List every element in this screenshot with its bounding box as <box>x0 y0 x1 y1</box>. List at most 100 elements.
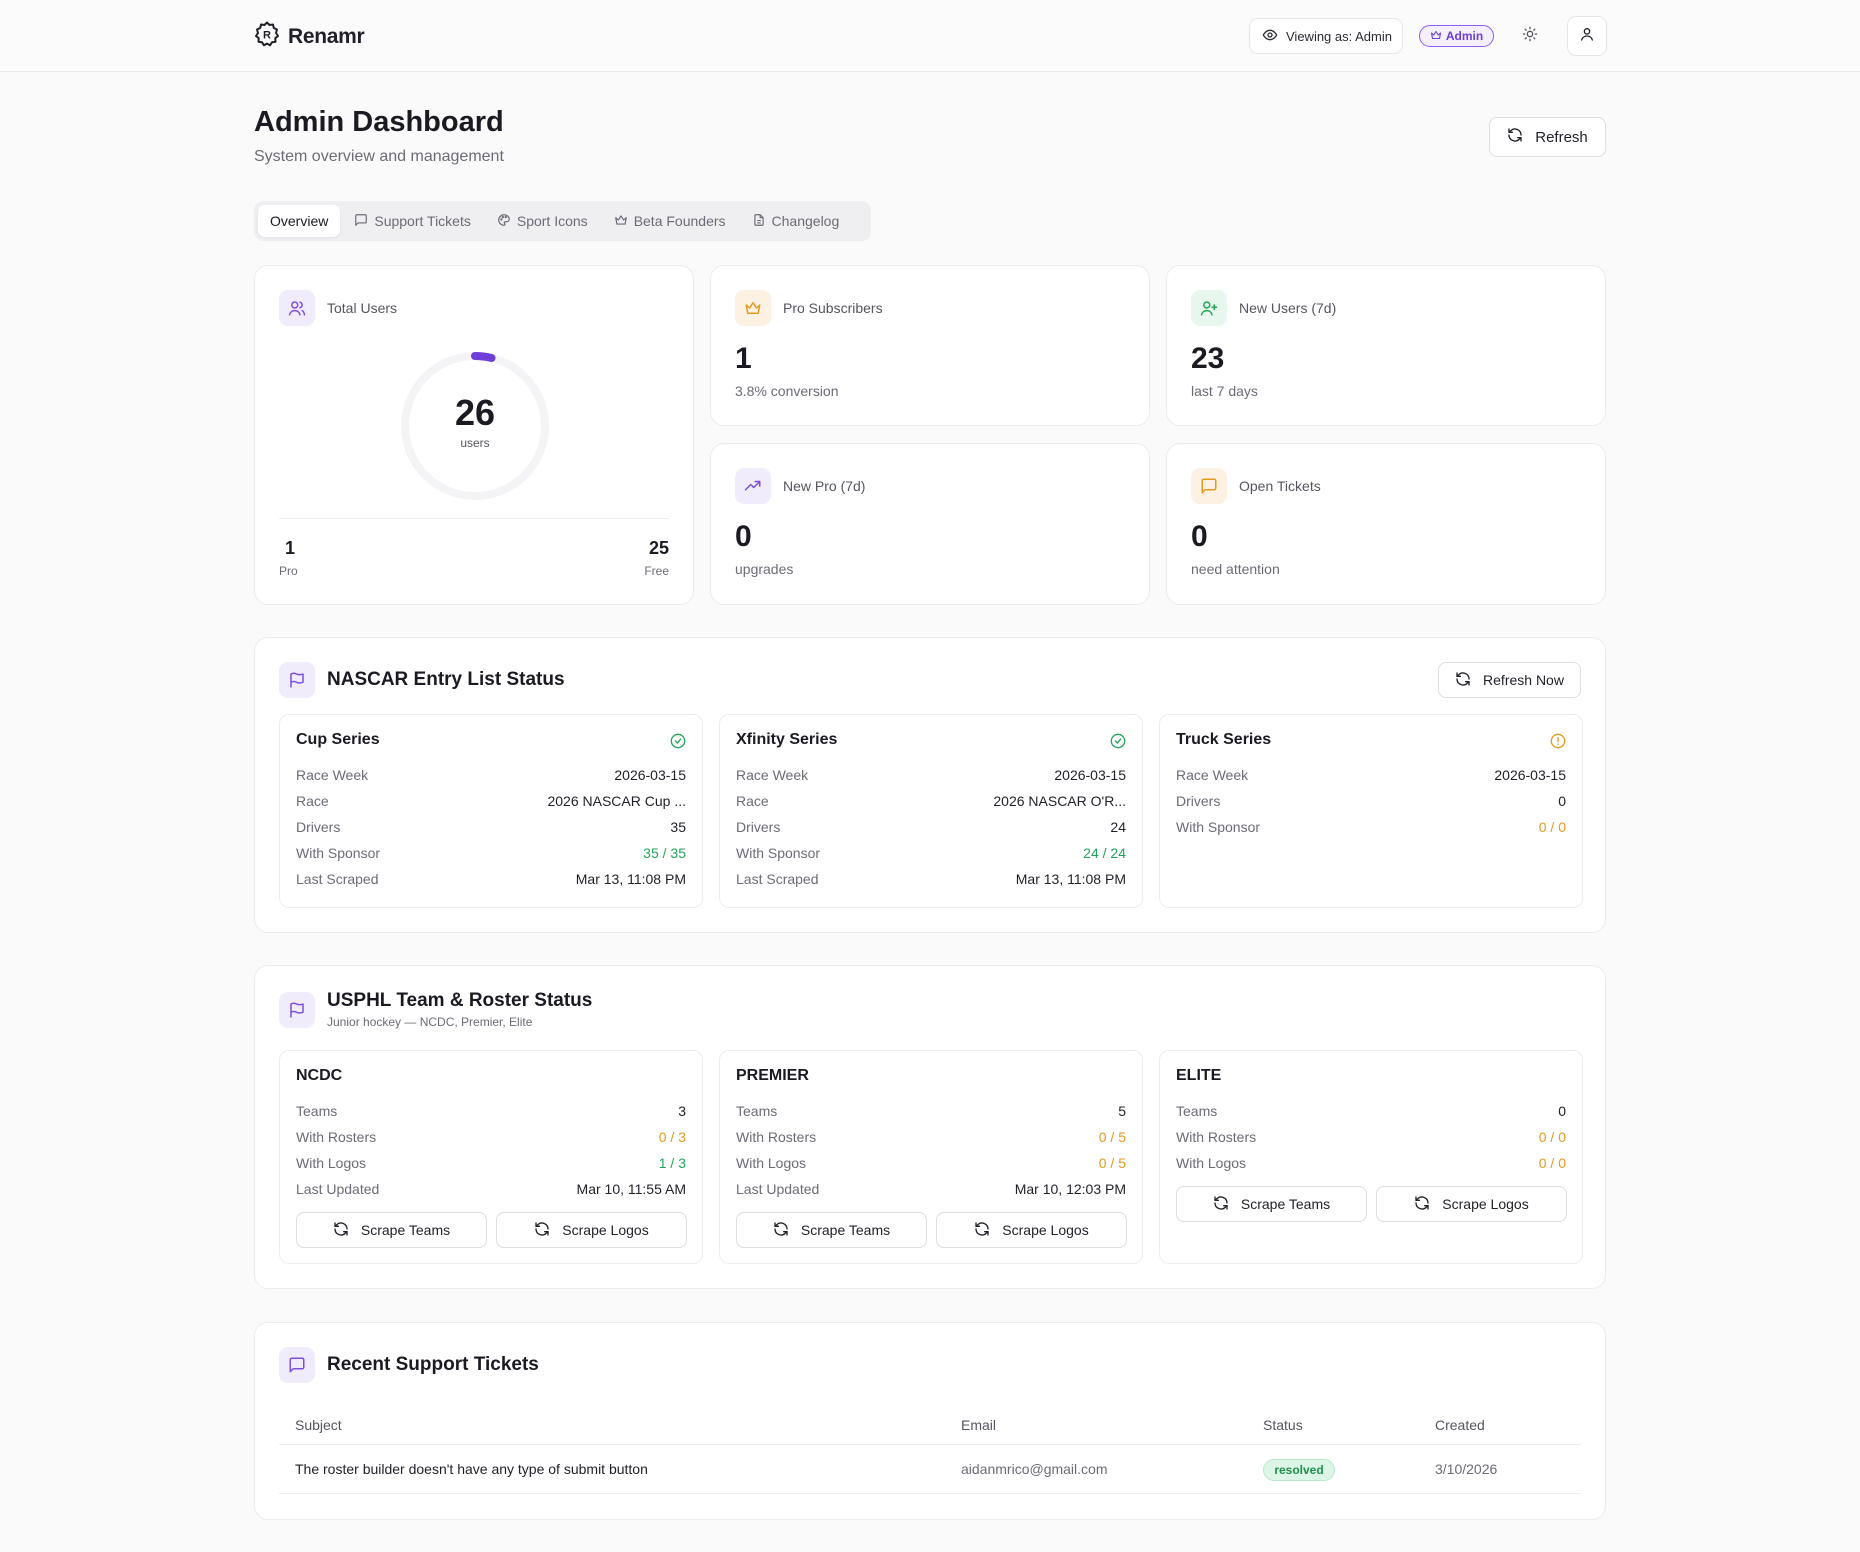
kv-value: 2026-03-15 <box>614 767 686 783</box>
kv-value: 2026 NASCAR Cup ... <box>547 793 686 809</box>
premier-league-card: PREMIER Teams 5 With Rosters 0 / 5 With Lo… <box>719 1050 1143 1264</box>
kv-key: With Logos <box>296 1155 367 1171</box>
trending-up-icon <box>735 468 771 504</box>
new-users-header: New Users (7d) <box>1191 290 1336 326</box>
tab-label: Beta Founders <box>633 213 726 229</box>
donut-pro-arc <box>401 352 549 500</box>
league-name: ELITE <box>1176 1067 1222 1084</box>
kv-key: With Sponsor <box>1176 819 1261 835</box>
tab-sport-icons[interactable]: Sport Icons <box>485 205 600 237</box>
kv-value: 0 / 5 <box>1098 1129 1126 1145</box>
viewing-as-label: Viewing as: Admin <box>1286 28 1392 44</box>
ticket-subject[interactable]: The roster builder doesn't have any type… <box>295 1461 648 1477</box>
total-users-header: Total Users <box>279 290 397 326</box>
new-users-card: New Users (7d) 23 last 7 days <box>1166 265 1606 426</box>
pro-count: 1 <box>285 538 296 558</box>
nascar-title: NASCAR Entry List Status <box>327 669 565 690</box>
refresh-now-button[interactable]: Refresh Now <box>1438 662 1581 698</box>
truck-series-card: Truck Series Race Week 2026-03-15 Drivers… <box>1159 714 1583 908</box>
kv-with-sponsor: With Sponsor 35 / 35 <box>296 845 686 865</box>
refresh-button[interactable]: Refresh <box>1489 117 1606 157</box>
page-title: Admin Dashboard <box>254 106 504 138</box>
scrape-logos-label: Scrape Logos <box>562 1222 649 1238</box>
tab-support-tickets[interactable]: Support Tickets <box>342 205 483 237</box>
kv-key: With Sponsor <box>296 845 381 861</box>
series-name: Truck Series <box>1176 731 1272 748</box>
kv-value: Mar 13, 11:08 PM <box>575 871 686 887</box>
kv-value: 0 / 5 <box>1098 1155 1126 1171</box>
total-users-value: 26 <box>454 392 496 433</box>
scrape-teams-button[interactable]: Scrape Teams <box>296 1212 487 1248</box>
kv-drivers: Drivers 24 <box>736 819 1126 839</box>
kv-key: Race <box>296 793 329 809</box>
brand[interactable]: R Renamr <box>254 21 365 52</box>
kv-last-updated: Last Updated Mar 10, 12:03 PM <box>736 1181 1126 1201</box>
kv-key: With Rosters <box>296 1129 377 1145</box>
usphl-subtitle: Junior hockey — NCDC, Premier, Elite <box>327 1015 533 1029</box>
refresh-icon <box>534 1221 550 1240</box>
kv-value: Mar 13, 11:08 PM <box>1015 871 1126 887</box>
viewing-as-button[interactable]: Viewing as: Admin <box>1249 18 1403 54</box>
users-icon <box>279 290 315 326</box>
kv-value: Mar 10, 12:03 PM <box>1014 1181 1126 1197</box>
alert-circle-icon <box>1550 733 1566 749</box>
usphl-header: USPHL Team & Roster Status Junior hockey… <box>279 990 592 1029</box>
usphl-title: USPHL Team & Roster Status <box>327 990 593 1011</box>
scrape-logos-button[interactable]: Scrape Logos <box>1376 1186 1567 1222</box>
column-header-email[interactable]: Email <box>961 1417 997 1433</box>
scrape-teams-button[interactable]: Scrape Teams <box>736 1212 927 1248</box>
message-square-icon <box>279 1347 315 1383</box>
user-menu-button[interactable] <box>1567 16 1607 56</box>
table-header-divider <box>279 1444 1581 1445</box>
column-header-created[interactable]: Created <box>1435 1417 1485 1433</box>
pro-label: Pro <box>279 564 298 578</box>
kv-key: Teams <box>736 1103 778 1119</box>
page-subtitle: System overview and management <box>254 148 504 165</box>
pro-subscribers-sub: 3.8% conversion <box>735 383 839 399</box>
kv-key: Last Updated <box>736 1181 820 1197</box>
kv-last-scraped: Last Scraped Mar 13, 11:08 PM <box>736 871 1126 891</box>
tab-changelog[interactable]: Changelog <box>740 205 852 237</box>
kv-value: 35 / 35 <box>643 845 686 861</box>
ticket-created: 3/10/2026 <box>1435 1461 1498 1477</box>
theme-toggle-button[interactable] <box>1518 24 1542 48</box>
kv-with-rosters: With Rosters 0 / 5 <box>736 1129 1126 1149</box>
kv-key: Race Week <box>1176 767 1249 783</box>
league-name: PREMIER <box>736 1067 809 1084</box>
scrape-logos-button[interactable]: Scrape Logos <box>496 1212 687 1248</box>
scrape-logos-button[interactable]: Scrape Logos <box>936 1212 1127 1248</box>
refresh-now-label: Refresh Now <box>1483 672 1564 688</box>
kv-value: 1 / 3 <box>658 1155 686 1171</box>
tab-bar: Overview Support Tickets Sport Icons Bet… <box>254 201 871 241</box>
kv-key: Last Scraped <box>296 871 379 887</box>
kv-key: Drivers <box>1176 793 1221 809</box>
tab-label: Support Tickets <box>374 213 471 229</box>
kv-with-sponsor: With Sponsor 0 / 0 <box>1176 819 1566 839</box>
scrape-teams-label: Scrape Teams <box>360 1222 451 1238</box>
palette-icon <box>497 213 511 230</box>
app-name: Renamr <box>288 24 365 48</box>
kv-race: Race 2026 NASCAR O'R... <box>736 793 1126 813</box>
kv-value: 2026-03-15 <box>1054 767 1126 783</box>
pro-subscribers-header: Pro Subscribers <box>735 290 883 326</box>
kv-value: 24 <box>1110 819 1126 835</box>
kv-value: 3 <box>678 1103 686 1119</box>
series-name: Cup Series <box>296 731 380 748</box>
column-header-status[interactable]: Status <box>1263 1417 1303 1433</box>
scrape-logos-label: Scrape Logos <box>1002 1222 1089 1238</box>
kv-key: With Sponsor <box>736 845 821 861</box>
nascar-header: NASCAR Entry List Status <box>279 662 565 698</box>
open-tickets-sub: need attention <box>1191 561 1280 577</box>
tab-overview[interactable]: Overview <box>258 205 341 237</box>
kv-with-logos: With Logos 1 / 3 <box>296 1155 686 1175</box>
tab-label: Sport Icons <box>516 213 588 229</box>
ncdc-league-card: NCDC Teams 3 With Rosters 0 / 3 With Logos… <box>279 1050 703 1264</box>
tab-beta-founders[interactable]: Beta Founders <box>602 205 738 237</box>
kv-value: 0 <box>1558 793 1566 809</box>
column-header-subject[interactable]: Subject <box>295 1417 342 1433</box>
open-tickets-header: Open Tickets <box>1191 468 1321 504</box>
scrape-teams-button[interactable]: Scrape Teams <box>1176 1186 1367 1222</box>
crown-icon <box>1430 29 1442 44</box>
kv-with-logos: With Logos 0 / 0 <box>1176 1155 1566 1175</box>
kv-value: 0 / 0 <box>1538 819 1566 835</box>
